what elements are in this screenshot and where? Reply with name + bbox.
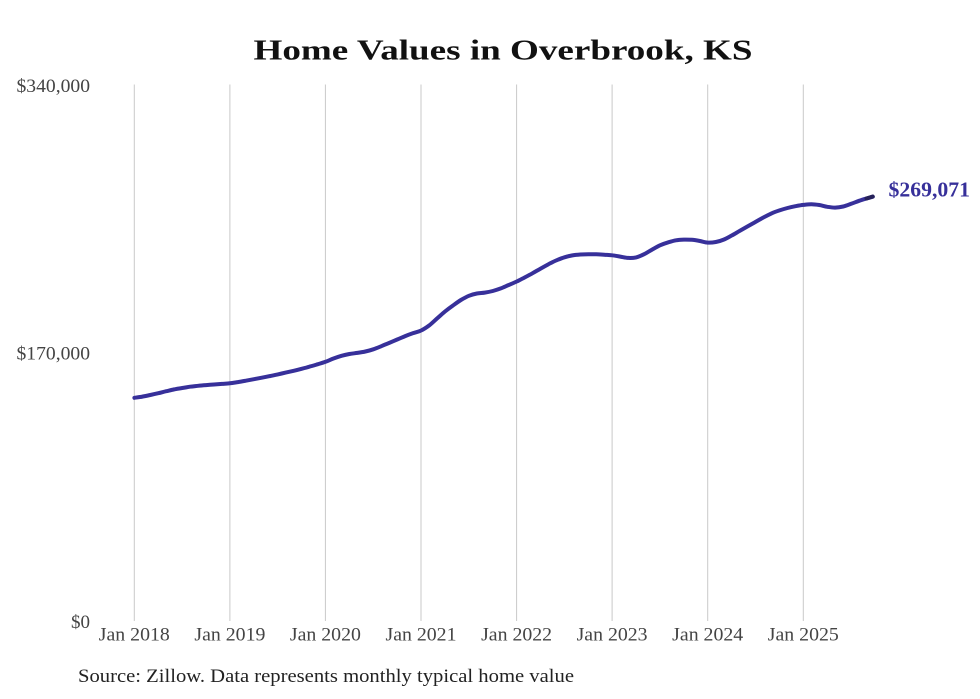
svg-text:$269,071: $269,071 [889, 178, 971, 202]
svg-text:Jan 2024: Jan 2024 [672, 625, 744, 646]
svg-text:Jan 2022: Jan 2022 [481, 625, 552, 646]
svg-text:Home Values in Overbrook, KS: Home Values in Overbrook, KS [254, 35, 753, 67]
svg-text:Jan 2019: Jan 2019 [194, 625, 265, 646]
svg-text:Jan 2021: Jan 2021 [386, 625, 457, 646]
svg-text:Jan 2025: Jan 2025 [768, 625, 839, 646]
svg-text:Jan 2020: Jan 2020 [290, 625, 361, 646]
svg-text:$170,000: $170,000 [17, 344, 91, 365]
svg-text:$340,000: $340,000 [17, 76, 91, 97]
svg-text:$0: $0 [71, 612, 90, 633]
svg-text:Jan 2018: Jan 2018 [99, 625, 170, 646]
svg-text:Jan 2023: Jan 2023 [577, 625, 648, 646]
svg-text:Source: Zillow. Data represent: Source: Zillow. Data represents monthly … [78, 666, 574, 687]
